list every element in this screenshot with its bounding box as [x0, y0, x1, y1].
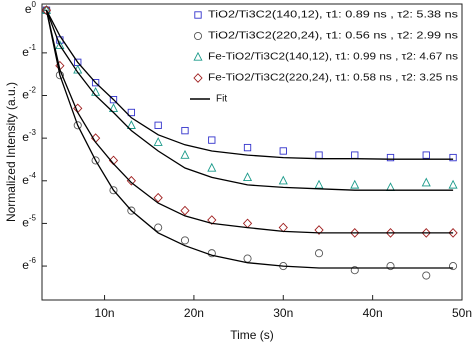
- y-tick-label: e-2: [22, 86, 36, 102]
- data-point: [243, 254, 252, 263]
- fit-line: [45, 10, 454, 269]
- data-point: [91, 79, 100, 87]
- data-point: [421, 177, 431, 187]
- legend-marker: [193, 51, 203, 61]
- data-point: [41, 5, 52, 14]
- y-tick-label: e-5: [22, 214, 36, 230]
- data-point: [153, 192, 163, 203]
- data-point: [279, 147, 287, 155]
- data-point: [422, 151, 430, 159]
- data-point: [41, 5, 52, 16]
- data-point: [207, 249, 216, 258]
- data-point: [278, 175, 288, 185]
- y-tick-label: e-1: [22, 43, 36, 59]
- data-point: [109, 95, 118, 104]
- data-point: [314, 249, 324, 258]
- data-point: [242, 218, 253, 229]
- data-point: [385, 182, 396, 192]
- data-point: [73, 121, 82, 130]
- data-point: [109, 186, 118, 195]
- data-point: [350, 228, 360, 238]
- data-point: [180, 149, 190, 159]
- data-point: [315, 151, 323, 159]
- data-point: [180, 205, 190, 216]
- data-point: [127, 108, 136, 117]
- data-point: [126, 120, 136, 129]
- y-tick-label: e0: [25, 0, 37, 16]
- plot-frame: [41, 3, 463, 301]
- data-point: [154, 121, 162, 129]
- data-point: [448, 179, 458, 189]
- legend-marker: [193, 31, 203, 41]
- y-tick-label: e-4: [22, 171, 36, 187]
- data-point: [243, 143, 252, 152]
- data-point: [126, 175, 136, 186]
- data-point: [448, 228, 458, 238]
- data-point: [55, 40, 65, 50]
- x-tick-label: 30n: [273, 306, 293, 320]
- x-tick-label: 40n: [363, 306, 383, 320]
- data-point: [207, 215, 217, 225]
- data-point: [314, 225, 324, 235]
- data-point: [351, 151, 359, 159]
- data-point: [91, 156, 100, 165]
- data-point: [181, 126, 189, 135]
- fit-line: [45, 10, 454, 234]
- data-point: [385, 228, 396, 238]
- x-axis-title: Time (s): [230, 328, 274, 342]
- data-point: [314, 179, 324, 189]
- legend-label: TiO2/Ti3C2(220,24), τ1: 0.56 ns , τ2: 2.…: [208, 31, 458, 42]
- data-point: [208, 136, 216, 144]
- data-point: [350, 179, 360, 189]
- data-point: [153, 137, 163, 146]
- legend-label: Fit: [216, 94, 227, 105]
- data-point: [386, 153, 395, 162]
- data-point: [127, 206, 136, 215]
- data-point: [449, 262, 458, 271]
- x-tick-label: 20n: [184, 306, 204, 320]
- x-tick-label: 10n: [95, 306, 115, 320]
- y-axis-title: Normalized Intensity (a.u.): [4, 82, 18, 222]
- data-point: [421, 228, 431, 238]
- data-point: [55, 71, 64, 80]
- data-point: [422, 271, 431, 280]
- data-point: [386, 262, 395, 271]
- y-tick-label: e-3: [22, 128, 36, 144]
- legend-label: Fe-TiO2/Ti3C2(220,24), τ1: 0.58 ns , τ2:…: [208, 73, 458, 84]
- fit-line: [45, 9, 454, 191]
- data-point: [154, 223, 163, 232]
- legend-marker: [194, 11, 202, 19]
- data-point: [180, 236, 190, 245]
- legend-marker: [193, 73, 203, 83]
- x-tick-label: 50n: [452, 306, 472, 320]
- fit-line: [45, 9, 454, 160]
- data-point: [449, 153, 457, 162]
- legend-label: Fe-TiO2/Ti3C2(140,12), τ1: 0.99 ns , τ2:…: [208, 52, 458, 63]
- data-point: [207, 162, 217, 172]
- y-tick-label: e-6: [22, 256, 36, 272]
- data-point: [350, 266, 359, 275]
- data-point: [108, 103, 119, 112]
- data-point: [242, 172, 253, 182]
- legend-label: TiO2/Ti3C2(140,12), τ1: 0.89 ns , τ2: 5.…: [208, 10, 458, 21]
